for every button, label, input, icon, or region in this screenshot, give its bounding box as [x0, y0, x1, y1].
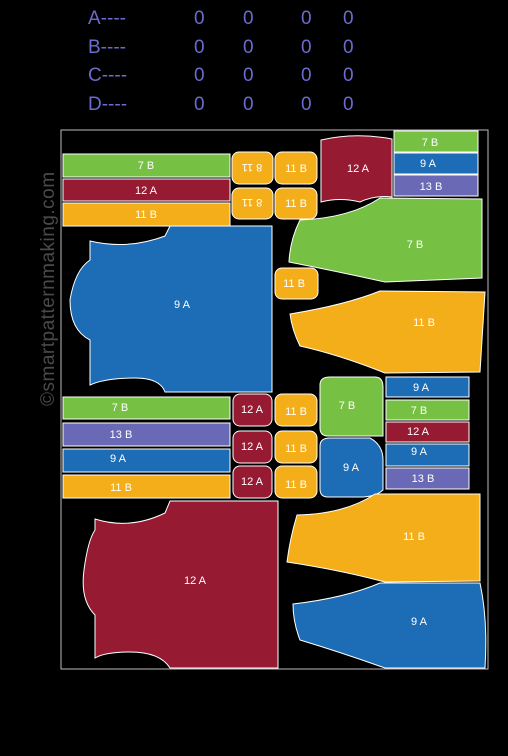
- legend-value: 0: [194, 94, 205, 115]
- piece-label: 12 A: [347, 163, 370, 175]
- strip-piece: [393, 174, 479, 197]
- piece-label: 9 A: [420, 158, 437, 170]
- piece-label: 13 B: [110, 429, 133, 441]
- strip-piece: [62, 396, 231, 420]
- legend-value: 0: [343, 37, 354, 58]
- legend-label: B----: [88, 37, 126, 58]
- piece-label: 13 B: [412, 473, 435, 485]
- sleeve-piece: [292, 582, 487, 669]
- body-piece: [82, 500, 279, 669]
- piece-label: 11 B: [403, 531, 425, 543]
- piece-label: 12 A: [241, 441, 264, 453]
- body-piece: [69, 225, 273, 393]
- legend-value: 0: [243, 65, 254, 86]
- cuff-piece: [274, 187, 318, 220]
- fabric-frame: [60, 129, 489, 670]
- cuff-piece: [231, 187, 274, 220]
- piece-label: 12 A: [135, 185, 158, 197]
- strip-piece: [393, 152, 479, 175]
- cuff-piece: [274, 393, 318, 427]
- legend-row-d: D---- 0 0 0 0: [0, 94, 508, 120]
- piece-label: 12 A: [184, 575, 207, 587]
- piece-label: 9 A: [411, 616, 428, 628]
- cuff-piece: [232, 430, 273, 464]
- cuff-piece: [232, 465, 273, 499]
- pocket-piece: [319, 376, 384, 437]
- piece-label: 7 B: [407, 239, 424, 251]
- yoke-piece: [320, 135, 393, 203]
- piece-label: 9 A: [411, 446, 428, 458]
- strip-piece: [385, 399, 470, 421]
- piece-label: 8 11: [242, 161, 263, 173]
- piece-label: 11 B: [285, 406, 307, 418]
- strip-piece: [62, 422, 231, 447]
- legend-value: 0: [343, 94, 354, 115]
- piece-label: 7 B: [411, 405, 428, 417]
- cuff-piece: [274, 151, 318, 185]
- legend-value: 0: [301, 8, 312, 29]
- legend-label: A----: [88, 8, 126, 29]
- legend-value: 0: [243, 94, 254, 115]
- piece-label: 11 B: [285, 163, 307, 175]
- piece-label: 9 A: [413, 382, 430, 394]
- piece-label: 12 A: [241, 404, 264, 416]
- piece-label: 11 B: [413, 317, 435, 329]
- legend-value: 0: [301, 37, 312, 58]
- watermark-text: ©smartpatternmaking.com: [38, 171, 59, 406]
- sleeve-piece: [289, 290, 486, 374]
- piece-label: 8 11: [242, 196, 263, 208]
- piece-label: 9 A: [110, 453, 127, 465]
- piece-label: 11 B: [285, 198, 307, 210]
- legend-row-a: A---- 0 0 0 0: [0, 8, 508, 34]
- legend-value: 0: [194, 8, 205, 29]
- sleeve-piece: [286, 493, 481, 583]
- piece-label: 9 A: [343, 462, 360, 474]
- cuff-piece: [274, 430, 318, 464]
- strip-piece: [385, 376, 470, 398]
- legend-label: C----: [88, 65, 128, 86]
- piece-label: 11 B: [110, 482, 132, 494]
- piece-label: 13 B: [420, 181, 443, 193]
- strip-piece: [393, 130, 479, 153]
- strip-piece: [62, 474, 231, 499]
- legend-value: 0: [301, 65, 312, 86]
- piece-label: 12 A: [407, 426, 430, 438]
- cuff-piece: [274, 267, 319, 300]
- cuff-piece: [231, 151, 274, 185]
- sleeve-piece: [288, 197, 483, 283]
- piece-label: 11 B: [285, 443, 307, 455]
- piece-label: 7 B: [112, 402, 129, 414]
- piece-label: 11 B: [135, 209, 157, 221]
- legend-row-b: B---- 0 0 0 0: [0, 37, 508, 63]
- cuff-piece: [274, 465, 318, 499]
- piece-label: 7 B: [422, 137, 439, 149]
- piece-label: 11 B: [283, 278, 305, 290]
- strip-piece: [385, 443, 470, 467]
- legend-row-c: C---- 0 0 0 0: [0, 65, 508, 91]
- strip-piece: [62, 448, 231, 473]
- strip-piece: [385, 467, 470, 490]
- piece-label: 11 B: [285, 479, 307, 491]
- legend-value: 0: [243, 8, 254, 29]
- piece-label: 9 A: [174, 299, 191, 311]
- piece-label: 7 B: [339, 400, 356, 412]
- legend-value: 0: [343, 8, 354, 29]
- strip-piece: [62, 202, 231, 227]
- legend-value: 0: [194, 37, 205, 58]
- pocket-piece: [319, 437, 384, 498]
- strip-piece: [385, 421, 470, 443]
- piece-label: 7 B: [138, 160, 155, 172]
- legend-label: D----: [88, 94, 128, 115]
- legend-value: 0: [301, 94, 312, 115]
- legend-value: 0: [194, 65, 205, 86]
- strip-piece: [62, 153, 231, 178]
- piece-label: 12 A: [241, 476, 264, 488]
- legend-value: 0: [243, 37, 254, 58]
- cuff-piece: [232, 393, 273, 427]
- strip-piece: [62, 178, 231, 202]
- legend-value: 0: [343, 65, 354, 86]
